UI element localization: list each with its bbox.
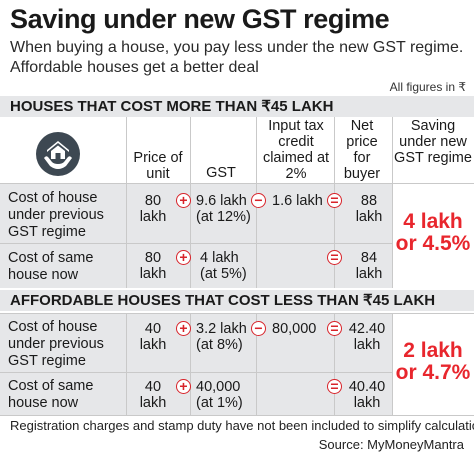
page-subtitle: When buying a house, you pay less under …: [10, 39, 464, 76]
section-heading-expensive: HOUSES THAT COST MORE THAN ₹45 LAKH: [0, 96, 474, 117]
section-heading-affordable: AFFORDABLE HOUSES THAT COST LESS THAN ₹4…: [0, 290, 474, 311]
row-label: Cost of house under previous GST regime: [8, 190, 104, 240]
price-value: 40 lakh: [139, 379, 167, 411]
header-gst: GST: [206, 165, 236, 181]
divider: [126, 117, 127, 288]
plus-icon: +: [176, 193, 191, 208]
equals-icon: =: [327, 250, 342, 265]
divider: [190, 313, 191, 415]
divider: [334, 313, 335, 415]
divider: [0, 415, 474, 416]
table-row: [0, 314, 392, 372]
source-credit: Source: MyMoneyMantra: [318, 437, 464, 452]
divider: [256, 313, 257, 415]
header-price: Price of unit: [133, 150, 183, 182]
net-value: 42.40 lakh: [348, 321, 386, 353]
plus-icon: +: [176, 321, 191, 336]
minus-icon: −: [251, 321, 266, 336]
currency-note: All figures in ₹: [389, 80, 466, 94]
page-title: Saving under new GST regime: [10, 4, 390, 34]
net-value: 84 lakh: [355, 250, 383, 282]
footnote: Registration charges and stamp duty have…: [10, 418, 474, 433]
gst-value: 3.2 lakh (at 8%): [196, 321, 247, 353]
row-label: Cost of same house now: [8, 378, 94, 411]
divider: [0, 243, 392, 244]
plus-icon: +: [176, 379, 191, 394]
plus-icon: +: [176, 250, 191, 265]
gst-value: 4 lakh (at 5%): [200, 250, 247, 282]
divider: [126, 313, 127, 415]
header-saving: Saving under new GST regime: [394, 118, 472, 166]
price-value: 40 lakh: [139, 321, 167, 353]
table-row: [0, 244, 392, 288]
row-label: Cost of same house now: [8, 250, 94, 283]
gst-value: 9.6 lakh (at 12%): [196, 193, 251, 225]
itc-value: 1.6 lakh: [272, 193, 323, 209]
divider: [0, 313, 474, 314]
divider: [0, 183, 474, 184]
gst-value: 40,000 (at 1%): [196, 379, 243, 411]
price-value: 80 lakh: [139, 193, 167, 225]
divider: [392, 313, 393, 415]
equals-icon: =: [327, 321, 342, 336]
saving-value: 2 lakh or 4.7%: [395, 339, 471, 384]
minus-icon: −: [251, 193, 266, 208]
row-label: Cost of house under previous GST regime: [8, 319, 104, 369]
house-hands-icon: [36, 132, 80, 176]
header-net: Net price for buyer: [343, 118, 381, 182]
divider: [392, 117, 393, 288]
itc-value: 80,000: [272, 321, 317, 337]
table-row: [0, 373, 392, 415]
equals-icon: =: [327, 379, 342, 394]
divider: [0, 372, 392, 373]
net-value: 88 lakh: [355, 193, 383, 225]
saving-value: 4 lakh or 4.5%: [395, 210, 471, 255]
table-row: [0, 183, 392, 243]
net-value: 40.40 lakh: [348, 379, 386, 411]
price-value: 80 lakh: [139, 250, 167, 282]
header-itc: Input tax credit claimed at 2%: [262, 118, 330, 182]
equals-icon: =: [327, 193, 342, 208]
